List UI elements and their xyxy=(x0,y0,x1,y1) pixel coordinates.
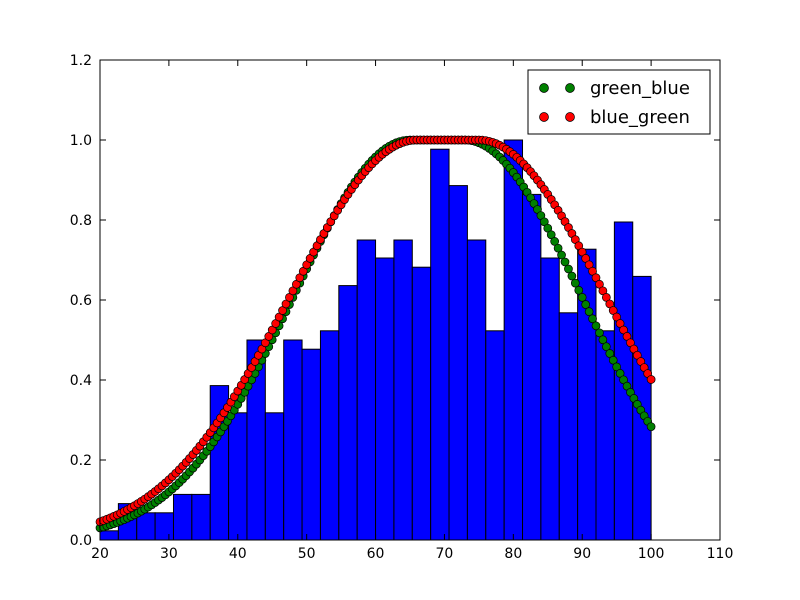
series-point xyxy=(571,279,579,287)
histogram-bar xyxy=(541,258,559,540)
x-tick-label: 50 xyxy=(298,546,316,562)
series-point xyxy=(582,301,590,309)
x-tick-label: 70 xyxy=(436,546,454,562)
histogram-bar xyxy=(173,494,191,540)
histogram-bar xyxy=(376,258,394,540)
histogram-bar xyxy=(339,286,357,540)
x-tick-label: 90 xyxy=(573,546,591,562)
histogram-bar xyxy=(229,413,247,540)
legend-marker xyxy=(566,84,575,93)
histogram-bar xyxy=(320,331,338,540)
histogram-bar xyxy=(265,413,283,540)
series-point xyxy=(578,293,586,301)
y-tick-label: 0.4 xyxy=(70,373,92,389)
x-tick-label: 20 xyxy=(91,546,109,562)
histogram-bar xyxy=(100,531,118,540)
x-tick-label: 40 xyxy=(229,546,247,562)
histogram-bar xyxy=(155,513,173,540)
series-point xyxy=(647,375,655,383)
histogram-bar xyxy=(302,349,320,540)
histogram-bar xyxy=(284,340,302,540)
x-tick-label: 110 xyxy=(707,546,734,562)
series-point xyxy=(575,286,583,294)
histogram-bar xyxy=(467,240,485,540)
legend-label-blue_green: blue_green xyxy=(590,107,690,128)
histogram-bar xyxy=(523,194,541,540)
series-point xyxy=(647,423,655,431)
y-tick-label: 1.2 xyxy=(70,53,92,69)
y-tick-label: 0.2 xyxy=(70,453,92,469)
histogram-bar xyxy=(357,240,375,540)
x-tick-label: 80 xyxy=(504,546,522,562)
legend: green_blue blue_green xyxy=(528,70,710,134)
histogram-bar xyxy=(559,313,577,540)
histogram-bar xyxy=(504,140,522,540)
legend-label-green_blue: green_blue xyxy=(590,78,690,99)
y-tick-label: 0.8 xyxy=(70,213,92,229)
histogram-bar xyxy=(192,494,210,540)
legend-marker xyxy=(540,113,549,122)
x-tick-label: 100 xyxy=(638,546,665,562)
legend-marker xyxy=(566,113,575,122)
histogram-bar xyxy=(394,240,412,540)
x-tick-label: 30 xyxy=(160,546,178,562)
histogram-bar xyxy=(412,267,430,540)
histogram-bar xyxy=(486,331,504,540)
y-tick-label: 1.0 xyxy=(70,133,92,149)
legend-marker xyxy=(540,84,549,93)
y-tick-label: 0.6 xyxy=(70,293,92,309)
histogram-bar xyxy=(431,149,449,540)
y-tick-label: 0.0 xyxy=(70,533,92,549)
histogram-bar xyxy=(449,186,467,540)
x-tick-label: 60 xyxy=(367,546,385,562)
